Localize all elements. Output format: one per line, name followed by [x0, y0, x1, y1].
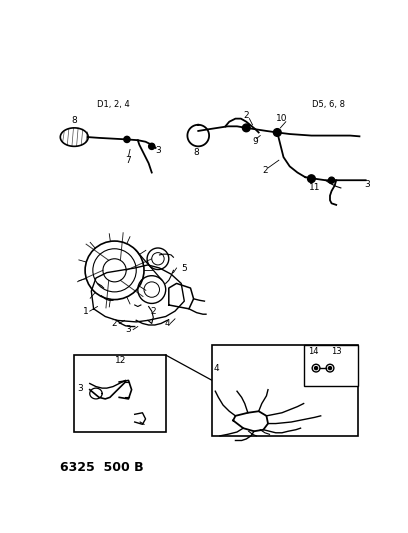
- Circle shape: [328, 367, 332, 370]
- Text: D1, 2, 4: D1, 2, 4: [97, 100, 129, 109]
- Text: 13: 13: [331, 346, 341, 356]
- Text: 9: 9: [253, 137, 259, 146]
- Circle shape: [328, 177, 335, 183]
- Text: 2: 2: [262, 166, 268, 175]
- Circle shape: [242, 124, 250, 132]
- Text: 3: 3: [155, 147, 161, 156]
- Circle shape: [315, 367, 317, 370]
- Text: 12: 12: [115, 356, 126, 365]
- Text: 2: 2: [151, 306, 156, 316]
- Text: 7: 7: [126, 156, 131, 165]
- Text: 5: 5: [182, 263, 187, 272]
- Circle shape: [149, 143, 155, 149]
- Circle shape: [124, 136, 130, 142]
- Text: 8: 8: [71, 116, 77, 125]
- Bar: [212, 345, 358, 436]
- Text: 2: 2: [244, 111, 249, 120]
- Text: 10: 10: [276, 114, 288, 123]
- Text: 8: 8: [194, 148, 200, 157]
- Text: 2: 2: [112, 319, 118, 328]
- Bar: [304, 345, 358, 386]
- Text: 4: 4: [164, 319, 170, 328]
- Text: 6325  500 B: 6325 500 B: [60, 461, 144, 473]
- Text: 3: 3: [364, 180, 370, 189]
- Text: 4: 4: [214, 364, 220, 373]
- Text: 1: 1: [83, 306, 89, 316]
- Bar: [74, 355, 166, 432]
- Text: 3: 3: [126, 325, 131, 334]
- Text: 11: 11: [309, 183, 320, 192]
- Text: 14: 14: [308, 346, 318, 356]
- Circle shape: [308, 175, 315, 182]
- Text: D5, 6, 8: D5, 6, 8: [312, 100, 345, 109]
- Circle shape: [273, 128, 281, 136]
- Text: 3: 3: [78, 384, 83, 393]
